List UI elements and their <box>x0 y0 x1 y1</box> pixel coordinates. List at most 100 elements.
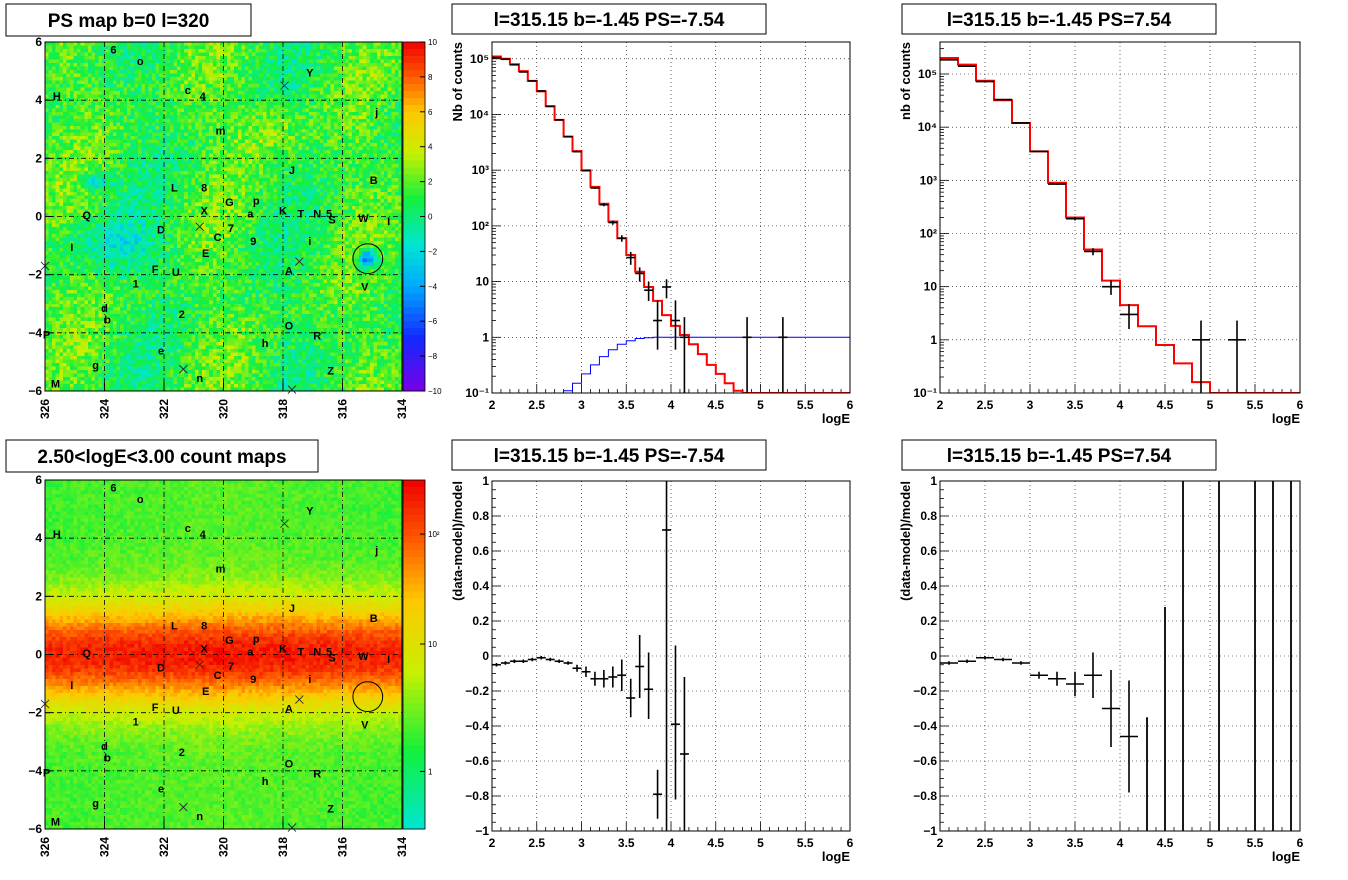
heatmap-cell <box>381 105 385 109</box>
heatmap-cell <box>49 84 53 88</box>
heatmap-cell <box>320 122 324 126</box>
heatmap-cell <box>295 122 299 126</box>
heatmap-cell <box>181 101 185 105</box>
heatmap-cell <box>66 63 70 67</box>
heatmap-cell <box>384 122 388 126</box>
heatmap-cell <box>216 73 220 77</box>
heatmap-cell <box>156 108 160 112</box>
heatmap-cell <box>298 126 302 130</box>
heatmap-cell <box>134 101 138 105</box>
heatmap-cell <box>84 133 88 137</box>
heatmap-cell <box>149 126 153 130</box>
heatmap-cell <box>395 108 399 112</box>
heatmap-cell <box>59 45 63 49</box>
heatmap-cell <box>391 73 395 77</box>
heatmap-cell <box>113 122 117 126</box>
heatmap-cell <box>352 122 356 126</box>
heatmap-cell <box>259 136 263 140</box>
heatmap-cell <box>252 91 256 95</box>
heatmap-cell <box>84 126 88 130</box>
heatmap-cell <box>298 105 302 109</box>
heatmap-cell <box>288 77 292 81</box>
heatmap-cell <box>359 49 363 53</box>
heatmap-cell <box>381 126 385 130</box>
heatmap-cell <box>327 87 331 91</box>
heatmap-cell <box>184 108 188 112</box>
heatmap-cell <box>234 94 238 98</box>
heatmap-cell <box>216 77 220 81</box>
heatmap-cell <box>177 73 181 77</box>
heatmap-cell <box>291 126 295 130</box>
heatmap-cell <box>352 108 356 112</box>
heatmap-cell <box>288 80 292 84</box>
heatmap-cell <box>331 52 335 56</box>
heatmap-cell <box>59 56 63 60</box>
heatmap-cell <box>316 136 320 140</box>
heatmap-cell <box>388 80 392 84</box>
heatmap-cell <box>384 80 388 84</box>
heatmap-cell <box>381 77 385 81</box>
heatmap-cell <box>170 140 174 144</box>
heatmap-cell <box>288 119 292 123</box>
heatmap-cell <box>159 119 163 123</box>
heatmap-cell <box>384 45 388 49</box>
heatmap-cell <box>270 59 274 63</box>
heatmap-cell <box>49 122 53 126</box>
heatmap-cell <box>159 112 163 116</box>
heatmap-cell <box>116 66 120 70</box>
heatmap-cell <box>202 129 206 133</box>
heatmap-cell <box>309 63 313 67</box>
heatmap-cell <box>331 136 335 140</box>
heatmap-cell <box>120 52 124 56</box>
heatmap-cell <box>120 105 124 109</box>
heatmap-cell <box>345 136 349 140</box>
heatmap-cell <box>263 73 267 77</box>
heatmap-cell <box>134 112 138 116</box>
heatmap-cell <box>188 122 192 126</box>
heatmap-cell <box>184 59 188 63</box>
heatmap-cell <box>109 136 113 140</box>
heatmap-cell <box>352 112 356 116</box>
heatmap-cell <box>88 56 92 60</box>
heatmap-cell <box>131 122 135 126</box>
heatmap-cell <box>256 70 260 74</box>
heatmap-cell <box>352 45 356 49</box>
heatmap-cell <box>231 129 235 133</box>
heatmap-cell <box>188 101 192 105</box>
heatmap-cell <box>363 52 367 56</box>
heatmap-cell <box>231 105 235 109</box>
heatmap-cell <box>259 56 263 60</box>
heatmap-cell <box>199 80 203 84</box>
heatmap-cell <box>306 56 310 60</box>
heatmap-cell <box>152 101 156 105</box>
heatmap-cell <box>88 126 92 130</box>
heatmap-cell <box>45 108 49 112</box>
heatmap-cell <box>116 101 120 105</box>
heatmap-cell <box>206 105 210 109</box>
heatmap-cell <box>352 66 356 70</box>
heatmap-cell <box>284 105 288 109</box>
heatmap-cell <box>106 119 110 123</box>
heatmap-cell <box>373 77 377 81</box>
heatmap-cell <box>352 84 356 88</box>
heatmap-cell <box>245 140 249 144</box>
heatmap-cell <box>270 52 274 56</box>
heatmap-cell <box>66 73 70 77</box>
heatmap-cell <box>216 66 220 70</box>
heatmap-cell <box>273 115 277 119</box>
heatmap-cell <box>63 80 67 84</box>
heatmap-cell <box>316 108 320 112</box>
heatmap-cell <box>174 52 178 56</box>
heatmap-cell <box>138 94 142 98</box>
heatmap-cell <box>320 63 324 67</box>
heatmap-cell <box>348 108 352 112</box>
heatmap-cell <box>81 84 85 88</box>
heatmap-cell <box>331 101 335 105</box>
heatmap-cell <box>63 77 67 81</box>
heatmap-cell <box>63 45 67 49</box>
heatmap-cell <box>77 94 81 98</box>
heatmap-cell <box>373 42 377 46</box>
heatmap-cell <box>127 42 131 46</box>
heatmap-cell <box>291 129 295 133</box>
heatmap-cell <box>288 42 292 46</box>
